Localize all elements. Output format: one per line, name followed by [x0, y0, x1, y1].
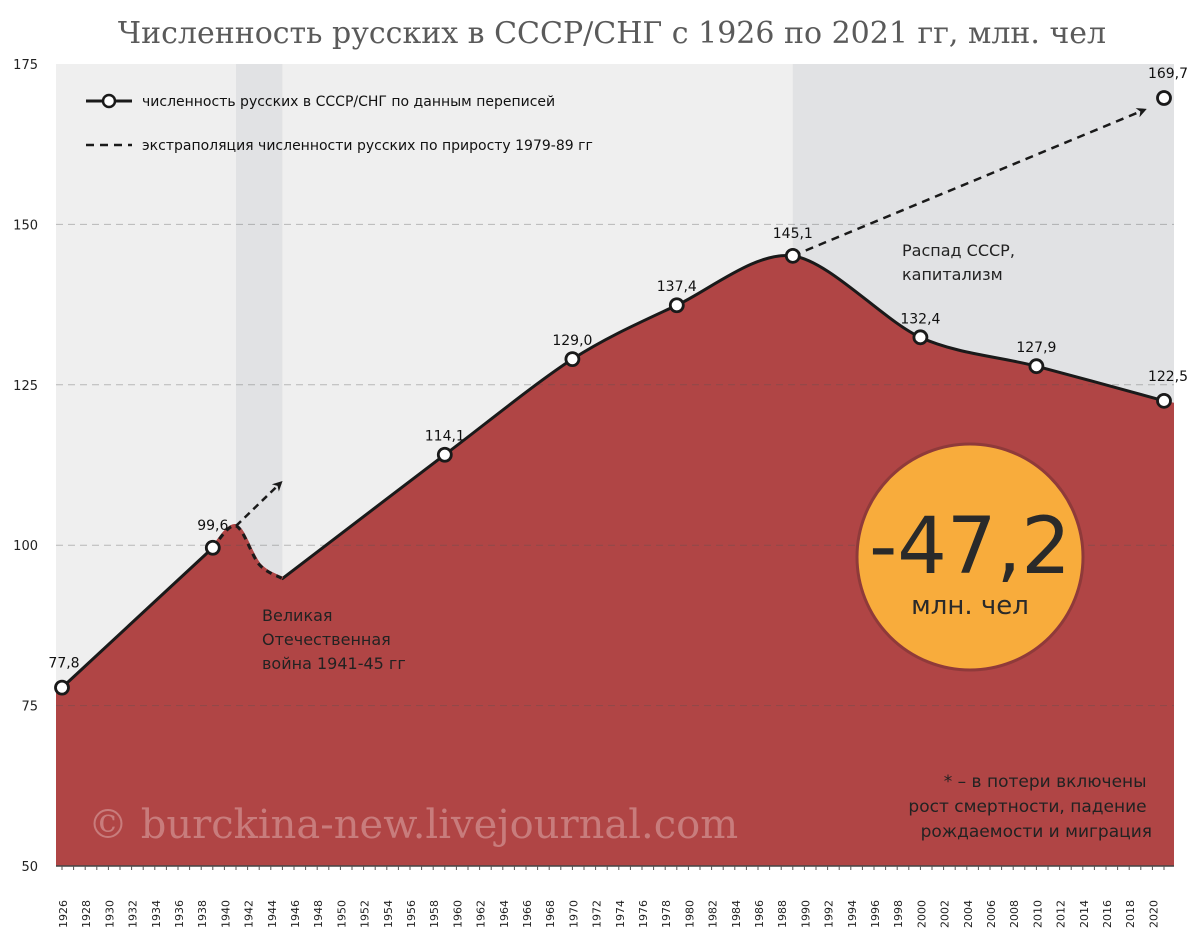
chart-title: Численность русских в СССР/СНГ с 1926 по… [118, 16, 1106, 51]
x-tick-1978: 1978 [660, 900, 673, 928]
data-label-2000: 132,4 [900, 311, 940, 327]
x-tick-1980: 1980 [683, 900, 696, 928]
data-label-2010: 127,9 [1016, 340, 1056, 356]
x-tick-1958: 1958 [428, 900, 441, 928]
population-area [56, 255, 1174, 866]
x-tick-1936: 1936 [173, 900, 186, 928]
x-tick-1956: 1956 [405, 900, 418, 928]
x-tick-1990: 1990 [799, 900, 812, 928]
y-tick-50: 50 [21, 860, 38, 875]
x-tick-1982: 1982 [707, 900, 720, 928]
x-tick-1938: 1938 [196, 900, 209, 928]
x-tick-1948: 1948 [312, 900, 325, 928]
x-tick-2020: 2020 [1147, 900, 1160, 928]
collapse-annotation: Распад СССР, капитализм [902, 241, 1020, 284]
data-label-1926: 77,8 [48, 656, 79, 672]
census-point-1959 [436, 446, 453, 463]
x-tick-1994: 1994 [846, 900, 859, 928]
loss-badge-unit: млн. чел [911, 591, 1029, 621]
x-tick-1944: 1944 [266, 900, 279, 928]
x-tick-1976: 1976 [637, 900, 650, 928]
x-tick-1968: 1968 [544, 900, 557, 928]
y-axis-ticks: 50 75 100 125 150 175 [13, 58, 38, 875]
x-tick-2002: 2002 [939, 900, 952, 928]
census-point-1970 [564, 351, 581, 368]
data-label-1979: 137,4 [657, 279, 697, 295]
loss-badge: -47,2 млн. чел [855, 442, 1085, 672]
census-point-2000 [912, 329, 929, 346]
x-tick-1946: 1946 [289, 900, 302, 928]
data-label-extrapolation-2021: 169,7 [1148, 66, 1188, 82]
watermark: © burckina-new.livejournal.com [88, 802, 738, 848]
x-tick-1928: 1928 [80, 900, 93, 928]
census-point-1979 [668, 297, 685, 314]
y-tick-75: 75 [21, 700, 38, 715]
data-label-1970: 129,0 [552, 333, 592, 349]
y-tick-125: 125 [13, 379, 38, 394]
census-point-2021 [1156, 392, 1172, 409]
x-tick-2014: 2014 [1078, 900, 1091, 928]
war-annotation: Великая Отечественная война 1941-45 гг [262, 606, 406, 673]
x-tick-2016: 2016 [1101, 900, 1114, 928]
war-extrapolation-arrow [235, 480, 283, 527]
data-label-1959: 114,1 [425, 429, 465, 445]
x-tick-1954: 1954 [382, 900, 395, 928]
census-point-1989 [784, 247, 801, 264]
data-label-1939: 99,6 [197, 518, 228, 534]
x-tick-2008: 2008 [1008, 900, 1021, 928]
x-axis-ticks: 1926 1928 1930 1932 1934 1936 1938 1940 1942 1944… [57, 866, 1165, 928]
x-tick-1930: 1930 [103, 900, 116, 928]
census-point-1926 [54, 679, 70, 696]
x-tick-1952: 1952 [359, 900, 372, 928]
x-tick-1974: 1974 [614, 900, 627, 928]
y-tick-175: 175 [13, 58, 38, 73]
x-tick-1966: 1966 [521, 900, 534, 928]
x-tick-2000: 2000 [915, 900, 928, 928]
loss-badge-value: -47,2 [869, 502, 1071, 592]
data-label-1989: 145,1 [773, 226, 813, 242]
data-points [54, 90, 1172, 696]
legend-label-census: численность русских в СССР/СНГ по данным… [142, 94, 555, 110]
x-tick-1942: 1942 [243, 900, 256, 928]
x-tick-2012: 2012 [1055, 900, 1068, 928]
x-tick-2010: 2010 [1031, 900, 1044, 928]
series-lines [60, 108, 1165, 689]
x-tick-2018: 2018 [1124, 900, 1137, 928]
x-tick-1986: 1986 [753, 900, 766, 928]
data-label-2021: 122,5 [1148, 369, 1188, 385]
census-point-1939 [204, 539, 221, 556]
legend-label-extrapolation: экстраполяция численности русских по при… [142, 138, 593, 154]
x-tick-1934: 1934 [150, 900, 163, 928]
extrapolation-point-2021 [1156, 90, 1172, 106]
x-tick-1988: 1988 [776, 900, 789, 928]
census-point-2010 [1028, 358, 1045, 375]
x-tick-1962: 1962 [475, 900, 488, 928]
data-labels: 77,8 99,6 114,1 129,0 137,4 145,1 132,4 127,9 12… [48, 66, 1188, 672]
x-tick-1998: 1998 [892, 900, 905, 928]
war-dashed-line [211, 524, 284, 580]
x-tick-1970: 1970 [567, 900, 580, 928]
area-layer [56, 255, 1174, 866]
x-tick-1940: 1940 [219, 900, 232, 928]
x-tick-1926: 1926 [57, 900, 70, 928]
extrapolation-line [792, 108, 1147, 257]
x-tick-1932: 1932 [127, 900, 140, 928]
x-tick-1996: 1996 [869, 900, 882, 928]
x-tick-2006: 2006 [985, 900, 998, 928]
legend: численность русских в СССР/СНГ по данным… [86, 93, 593, 154]
gridlines [56, 223, 1174, 867]
x-tick-2004: 2004 [962, 900, 975, 928]
loss-badge-circle [855, 442, 1085, 672]
legend-marker-census [101, 93, 117, 109]
x-tick-1984: 1984 [730, 900, 743, 928]
x-tick-1950: 1950 [335, 900, 348, 928]
x-tick-1992: 1992 [823, 900, 836, 928]
losses-footnote: * – в потери включены рост смертности, п… [908, 772, 1152, 842]
x-tick-1960: 1960 [451, 900, 464, 928]
x-tick-1972: 1972 [591, 900, 604, 928]
y-tick-100: 100 [13, 539, 38, 554]
x-tick-1964: 1964 [498, 900, 511, 928]
y-tick-150: 150 [13, 218, 38, 233]
